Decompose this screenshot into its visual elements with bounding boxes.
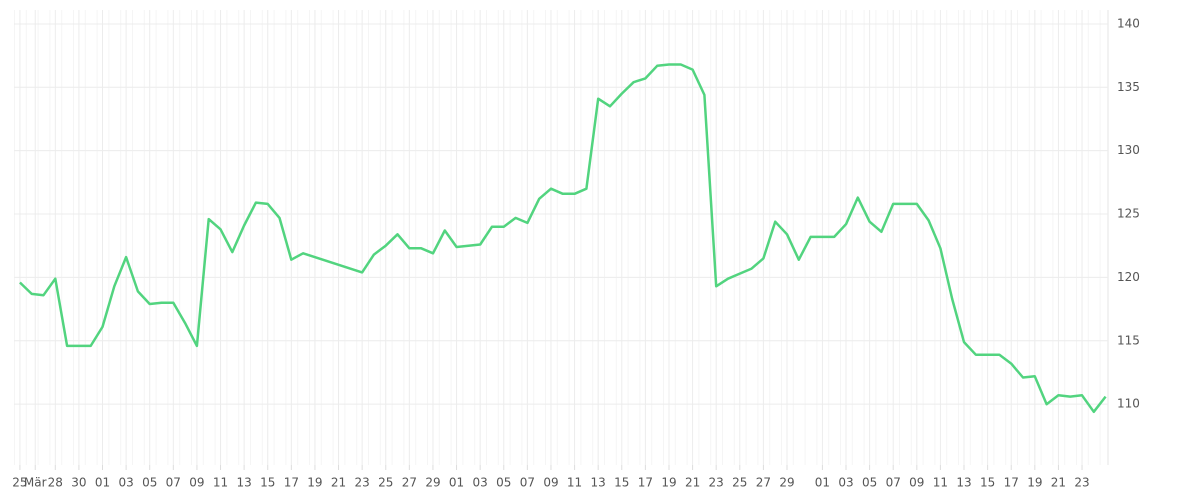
x-tick-label: 05: [142, 476, 157, 490]
x-tick-label: 28: [48, 476, 63, 490]
x-tick-label: 07: [886, 476, 901, 490]
price-line: [19, 63, 1107, 414]
x-tick-label: 25: [12, 476, 27, 490]
x-tick-label: 25: [732, 476, 747, 490]
x-tick-label: 13: [236, 476, 251, 490]
x-tick-label: 05: [862, 476, 877, 490]
x-tick-label: 29: [779, 476, 794, 490]
x-tick-label: 21: [685, 476, 700, 490]
x-tick-label: 17: [1004, 476, 1019, 490]
x-tick-label: 01: [449, 476, 464, 490]
y-tick-label: 120: [1117, 270, 1140, 284]
y-tick-label: 125: [1117, 207, 1140, 221]
x-tick-label: 19: [661, 476, 676, 490]
x-tick-label: 21: [1051, 476, 1066, 490]
x-tick-label: 05: [496, 476, 511, 490]
x-tick-label: 09: [909, 476, 924, 490]
x-tick-label: 15: [614, 476, 629, 490]
x-tick-label: 25: [378, 476, 393, 490]
x-tick-label: 27: [756, 476, 771, 490]
x-tick-label: 03: [118, 476, 133, 490]
x-tick-label: 27: [402, 476, 417, 490]
plot-area: [14, 10, 1108, 465]
x-tick-label: 23: [355, 476, 370, 490]
x-tick-label: Mär: [24, 476, 47, 490]
x-tick-label: 17: [638, 476, 653, 490]
x-tick-label: 15: [980, 476, 995, 490]
x-tick-label: 07: [166, 476, 181, 490]
x-tick-label: 30: [71, 476, 86, 490]
y-tick-label: 115: [1117, 333, 1140, 347]
y-tick-label: 135: [1117, 80, 1140, 94]
x-tick-label: 01: [815, 476, 830, 490]
x-tick-label: 19: [307, 476, 322, 490]
x-tick-label: 23: [1074, 476, 1089, 490]
x-tick-label: 11: [567, 476, 582, 490]
x-tick-label: 11: [933, 476, 948, 490]
x-tick-label: 21: [331, 476, 346, 490]
x-tick-label: 09: [189, 476, 204, 490]
x-tick-label: 15: [260, 476, 275, 490]
x-tick-label: 13: [591, 476, 606, 490]
x-tick-label: 01: [95, 476, 110, 490]
y-tick-label: 130: [1117, 143, 1140, 157]
x-tick-label: 13: [956, 476, 971, 490]
x-tick-label: 03: [473, 476, 488, 490]
x-tick-label: 17: [284, 476, 299, 490]
x-tick-label: 07: [520, 476, 535, 490]
x-tick-label: 03: [838, 476, 853, 490]
x-tick-label: 29: [425, 476, 440, 490]
y-tick-label: 140: [1117, 16, 1140, 30]
x-tick-label: 19: [1027, 476, 1042, 490]
x-tick-label: 23: [709, 476, 724, 490]
x-tick-label: 11: [213, 476, 228, 490]
y-tick-label: 110: [1117, 397, 1140, 411]
x-tick-label: 09: [543, 476, 558, 490]
